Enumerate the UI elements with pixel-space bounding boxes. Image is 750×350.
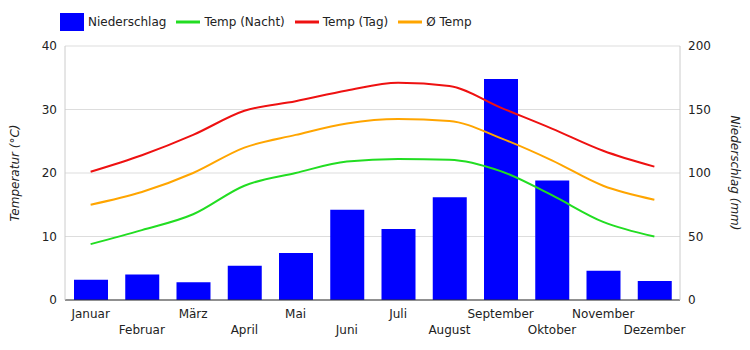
svg-text:Oktober: Oktober [528,323,576,337]
svg-text:Juli: Juli [388,307,407,321]
svg-text:40: 40 [42,39,57,53]
svg-text:Niederschlag (mm): Niederschlag (mm) [728,116,742,231]
svg-text:0: 0 [49,293,57,307]
svg-text:April: April [231,323,258,337]
svg-text:Mai: Mai [285,307,306,321]
html-text:Niederschlag: Niederschlag [88,14,167,29]
svg-text:50: 50 [688,230,703,244]
svg-text:Februar: Februar [119,323,165,337]
html-text:Temp (Tag): Temp (Tag) [322,14,389,29]
svg-text:August: August [428,323,470,337]
svg-text:Juni: Juni [335,323,358,337]
svg-text:200: 200 [688,39,711,53]
svg-text:November: November [572,307,634,321]
svg-text:0: 0 [688,293,696,307]
svg-text:September: September [467,307,533,321]
svg-text:Januar: Januar [70,307,109,321]
svg-text:Temperatur (°C): Temperatur (°C) [8,124,22,221]
html-text:Ø Temp: Ø Temp [426,14,472,29]
svg-text:10: 10 [42,230,57,244]
svg-text:100: 100 [688,166,711,180]
svg-text:Dezember: Dezember [623,323,685,337]
svg-text:20: 20 [42,166,57,180]
svg-text:März: März [179,307,208,321]
html-text:Temp (Nacht): Temp (Nacht) [204,14,285,29]
svg-text:150: 150 [688,103,711,117]
svg-text:30: 30 [42,103,57,117]
